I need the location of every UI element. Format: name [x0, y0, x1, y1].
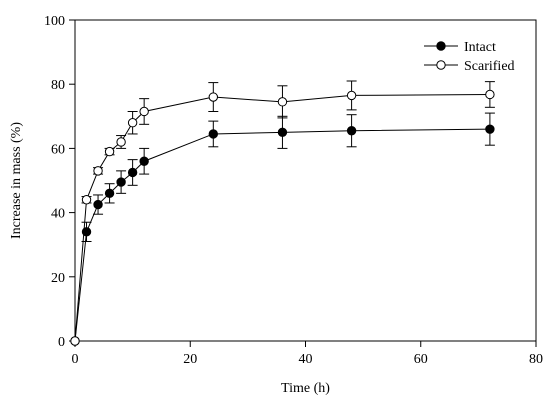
data-point	[139, 156, 149, 166]
data-point	[485, 89, 495, 100]
data-point	[93, 166, 103, 176]
x-axis-ticks: 0 20 40 60 80	[72, 341, 543, 367]
y-tick-label: 0	[58, 335, 65, 350]
data-point	[277, 97, 288, 107]
x-axis-label: Time (h)	[281, 381, 330, 396]
data-point	[127, 167, 138, 178]
y-tick-label: 80	[51, 78, 65, 93]
data-point	[208, 92, 219, 102]
data-point	[208, 129, 219, 139]
x-tick-label: 40	[299, 352, 313, 367]
data-point	[346, 90, 357, 101]
data-point	[346, 126, 357, 136]
y-tick-label: 40	[51, 207, 65, 222]
data-point	[70, 336, 80, 346]
data-point	[127, 118, 138, 128]
y-tick-label: 100	[44, 14, 65, 29]
legend-label: Intact	[464, 40, 496, 55]
y-tick-label: 20	[51, 271, 65, 286]
y-axis-label: Increase in mass (%)	[9, 122, 24, 239]
series-scarified	[70, 80, 495, 346]
data-point	[116, 137, 126, 147]
legend-marker	[436, 60, 446, 70]
data-point	[81, 195, 92, 205]
x-tick-label: 20	[183, 352, 197, 367]
data-point	[485, 124, 495, 134]
series-intact	[70, 112, 495, 346]
data-point	[104, 146, 115, 157]
x-tick-label: 80	[529, 352, 543, 367]
legend-item-intact: Intact	[424, 40, 496, 55]
y-tick-label: 60	[51, 142, 65, 157]
data-point	[116, 177, 126, 187]
legend-item-scarified: Scarified	[424, 59, 515, 74]
data-point	[93, 199, 103, 210]
legend: Intact Scarified	[424, 40, 515, 74]
legend-label: Scarified	[464, 59, 515, 74]
legend-marker	[436, 41, 446, 51]
data-point	[139, 106, 149, 117]
data-point	[277, 127, 288, 138]
x-tick-label: 0	[72, 352, 79, 367]
series-line	[74, 128, 490, 342]
x-tick-label: 60	[414, 352, 428, 367]
series-layer	[70, 80, 495, 346]
y-axis-ticks: 0 20 40 60 80 100	[44, 14, 75, 350]
data-point	[104, 188, 115, 199]
